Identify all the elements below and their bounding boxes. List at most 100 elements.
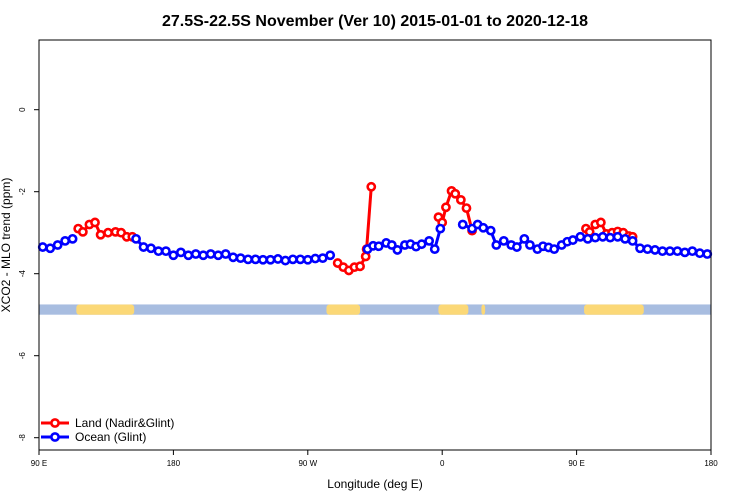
- data-point: [235, 253, 246, 264]
- data-point: [694, 248, 705, 259]
- y-tick-label: -6: [18, 352, 27, 360]
- x-tick-label: 0: [440, 459, 445, 468]
- data-point: [287, 254, 298, 265]
- y-tick-label: -4: [18, 270, 27, 278]
- data-point: [325, 250, 336, 261]
- x-tick-label: 90 E: [568, 459, 584, 468]
- data-point: [52, 240, 63, 250]
- data-point: [60, 235, 71, 246]
- data-point: [455, 194, 466, 205]
- data-point: [183, 250, 194, 261]
- data-point: [702, 249, 713, 259]
- legend-marker: [50, 418, 60, 428]
- series-ocean: [37, 219, 713, 266]
- data-point: [228, 252, 239, 263]
- data-point: [90, 217, 100, 228]
- data-point: [250, 254, 261, 265]
- data-point: [360, 251, 371, 262]
- data-point: [310, 253, 321, 264]
- data-point: [366, 181, 377, 192]
- data-point: [392, 245, 403, 255]
- data-point: [67, 233, 78, 244]
- data-point: [265, 254, 276, 265]
- data-point: [687, 246, 698, 257]
- data-point: [461, 203, 472, 213]
- data-point: [424, 235, 435, 246]
- data-point: [525, 240, 535, 250]
- data-point: [672, 246, 683, 257]
- data-point: [213, 250, 224, 261]
- y-tick-label: -8: [18, 434, 27, 442]
- data-point: [258, 254, 268, 265]
- data-point: [478, 222, 489, 233]
- data-point: [373, 241, 384, 252]
- data-point: [498, 235, 509, 246]
- data-point: [45, 243, 56, 254]
- legend-marker: [50, 432, 60, 442]
- data-point: [511, 242, 522, 252]
- data-point: [131, 233, 141, 244]
- data-point: [416, 239, 427, 250]
- data-point: [198, 250, 209, 261]
- data-point: [429, 244, 440, 254]
- x-axis-label: Longitude (deg E): [327, 477, 422, 491]
- data-point: [665, 246, 675, 257]
- x-tick-label: 90 W: [298, 459, 317, 468]
- data-point: [146, 243, 156, 254]
- data-point: [605, 232, 616, 243]
- x-tick-label: 90 E: [31, 459, 47, 468]
- data-point: [77, 226, 88, 237]
- data-point: [190, 249, 201, 259]
- land-band-segment: [76, 304, 135, 315]
- x-tick-label: 180: [704, 459, 718, 468]
- land-band-segment: [438, 304, 469, 315]
- data-point: [679, 247, 690, 258]
- land-band-segment: [326, 304, 361, 315]
- y-tick-label: -2: [18, 188, 27, 196]
- data-point: [590, 232, 601, 243]
- data-point: [95, 229, 106, 240]
- data-point: [519, 233, 530, 244]
- data-point: [273, 254, 283, 264]
- data-point: [317, 253, 328, 264]
- data-point: [575, 231, 586, 242]
- data-point: [595, 217, 606, 228]
- ocean-band: [39, 304, 711, 315]
- data-point: [612, 231, 623, 242]
- data-point: [657, 246, 668, 257]
- data-point: [37, 242, 48, 252]
- land-band-segment: [584, 304, 644, 315]
- y-axis: 0 -2 -4 -6 -8: [18, 107, 39, 441]
- data-point: [627, 235, 638, 246]
- data-point: [103, 227, 113, 238]
- series-land: [73, 181, 638, 276]
- data-point: [295, 254, 306, 265]
- legend-label: Land (Nadir&Glint): [75, 416, 174, 430]
- data-point: [175, 247, 186, 258]
- data-point: [355, 261, 365, 272]
- data-point: [138, 242, 149, 252]
- x-axis: 90 E 180 90 W 0 90 E 180: [31, 450, 718, 468]
- data-point: [457, 219, 468, 230]
- legend: Land (Nadir&Glint)Ocean (Glint): [41, 416, 174, 444]
- data-point: [642, 244, 653, 254]
- data-point: [567, 235, 578, 245]
- legend-label: Ocean (Glint): [75, 430, 146, 444]
- data-point: [205, 249, 216, 259]
- data-point: [491, 240, 502, 250]
- data-point: [280, 255, 291, 266]
- data-point: [441, 202, 451, 213]
- data-point: [485, 225, 496, 236]
- data-point: [582, 233, 593, 244]
- plot-frame: [38, 39, 712, 451]
- data-point: [161, 246, 171, 257]
- x-tick-label: 180: [167, 459, 181, 468]
- data-point: [635, 243, 645, 254]
- series-layer: [37, 181, 713, 276]
- data-point: [650, 245, 660, 255]
- chart-title: 27.5S-22.5S November (Ver 10) 2015-01-01…: [162, 13, 588, 30]
- land-band-segment: [481, 304, 486, 315]
- data-point: [597, 231, 608, 242]
- data-point: [302, 254, 313, 265]
